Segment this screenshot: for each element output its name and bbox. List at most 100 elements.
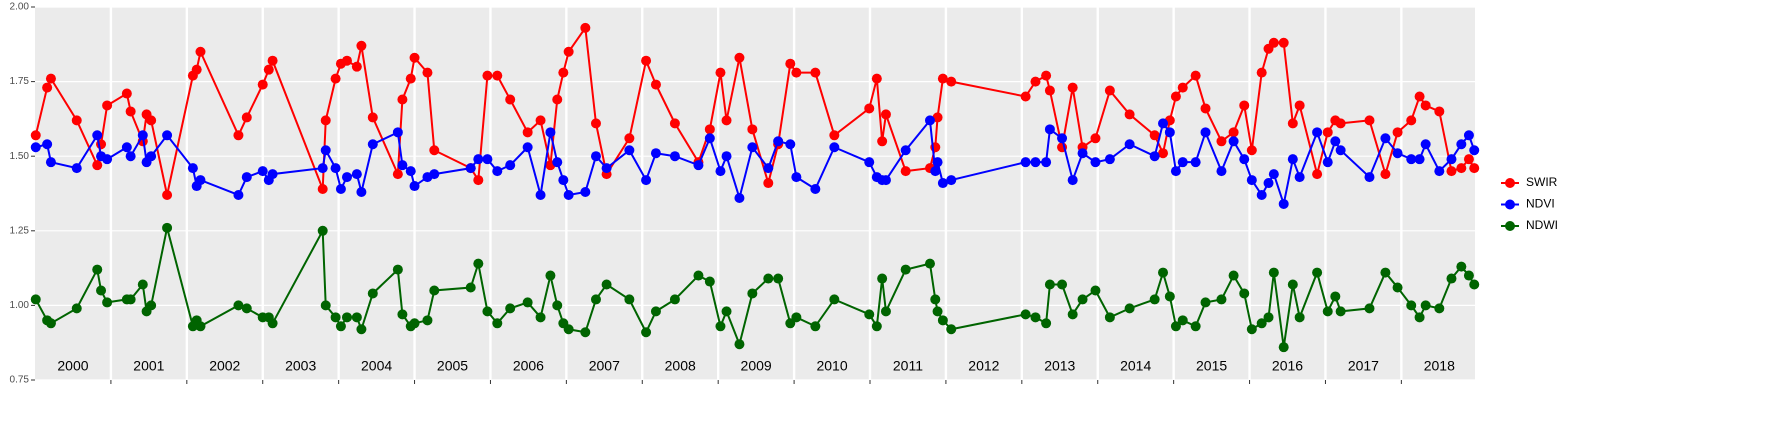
point: [137, 279, 148, 290]
point: [924, 258, 935, 269]
point: [1469, 279, 1480, 290]
year-label: 2004: [361, 358, 392, 374]
point: [946, 175, 957, 186]
point: [1170, 91, 1181, 102]
point: [930, 166, 941, 177]
point: [810, 184, 821, 195]
legend-label: NDVI: [1526, 197, 1555, 211]
point: [341, 312, 352, 323]
point: [552, 94, 563, 105]
y-tick-label: 2.00: [10, 2, 30, 13]
point: [1446, 273, 1457, 284]
legend-swatch: [1505, 199, 1515, 210]
point: [785, 58, 796, 69]
point: [1044, 85, 1055, 96]
point: [829, 130, 840, 141]
point: [1177, 82, 1188, 93]
year-label: 2003: [285, 358, 316, 374]
point: [624, 133, 635, 144]
point: [1077, 294, 1088, 305]
point: [195, 175, 206, 186]
point: [1268, 37, 1279, 48]
point: [320, 115, 331, 126]
point: [641, 55, 652, 66]
point: [241, 303, 252, 314]
point: [1170, 321, 1181, 332]
point: [1256, 318, 1267, 329]
point: [747, 142, 758, 153]
point: [1469, 163, 1480, 174]
point: [356, 40, 367, 51]
point: [1330, 291, 1341, 302]
point: [1067, 309, 1078, 320]
point: [1044, 124, 1055, 135]
point: [1077, 148, 1088, 159]
point: [669, 118, 680, 129]
point: [871, 73, 882, 84]
point: [880, 175, 891, 186]
point: [1216, 294, 1227, 305]
point: [1406, 154, 1417, 165]
point: [146, 115, 157, 126]
point: [397, 309, 408, 320]
point: [1263, 178, 1274, 189]
point: [409, 52, 420, 63]
point: [563, 189, 574, 200]
point: [1067, 175, 1078, 186]
point: [1239, 288, 1250, 299]
point: [590, 151, 601, 162]
point: [1420, 300, 1431, 311]
point: [1278, 342, 1289, 353]
point: [1294, 172, 1305, 183]
point: [320, 300, 331, 311]
point: [1312, 267, 1323, 278]
point: [734, 339, 745, 350]
point: [900, 264, 911, 275]
point: [1434, 166, 1445, 177]
point: [392, 264, 403, 275]
point: [42, 139, 53, 150]
point: [1322, 306, 1333, 317]
point: [1446, 154, 1457, 165]
point: [233, 300, 244, 311]
point: [1312, 127, 1323, 138]
point: [773, 273, 784, 284]
point: [715, 67, 726, 78]
point: [522, 142, 533, 153]
point: [734, 192, 745, 203]
point: [1200, 127, 1211, 138]
year-label: 2009: [741, 358, 772, 374]
point: [492, 318, 503, 329]
point: [763, 163, 774, 174]
y-tick-label: 1.25: [10, 225, 30, 236]
point: [405, 166, 416, 177]
point: [30, 142, 41, 153]
point: [1364, 303, 1375, 314]
point: [367, 139, 378, 150]
point: [465, 282, 476, 293]
point: [397, 94, 408, 105]
point: [545, 127, 556, 138]
year-label: 2001: [133, 358, 164, 374]
year-label: 2017: [1348, 358, 1379, 374]
point: [693, 270, 704, 281]
point: [937, 73, 948, 84]
point: [397, 160, 408, 171]
point: [880, 109, 891, 120]
point: [558, 175, 569, 186]
point: [351, 169, 362, 180]
point: [341, 55, 352, 66]
point: [871, 321, 882, 332]
year-label: 2000: [57, 358, 88, 374]
point: [880, 306, 891, 317]
point: [1041, 318, 1052, 329]
point: [624, 145, 635, 156]
point: [522, 297, 533, 308]
point: [1041, 157, 1052, 168]
point: [1216, 166, 1227, 177]
point: [829, 142, 840, 153]
point: [71, 303, 82, 314]
point: [522, 127, 533, 138]
year-label: 2008: [665, 358, 696, 374]
